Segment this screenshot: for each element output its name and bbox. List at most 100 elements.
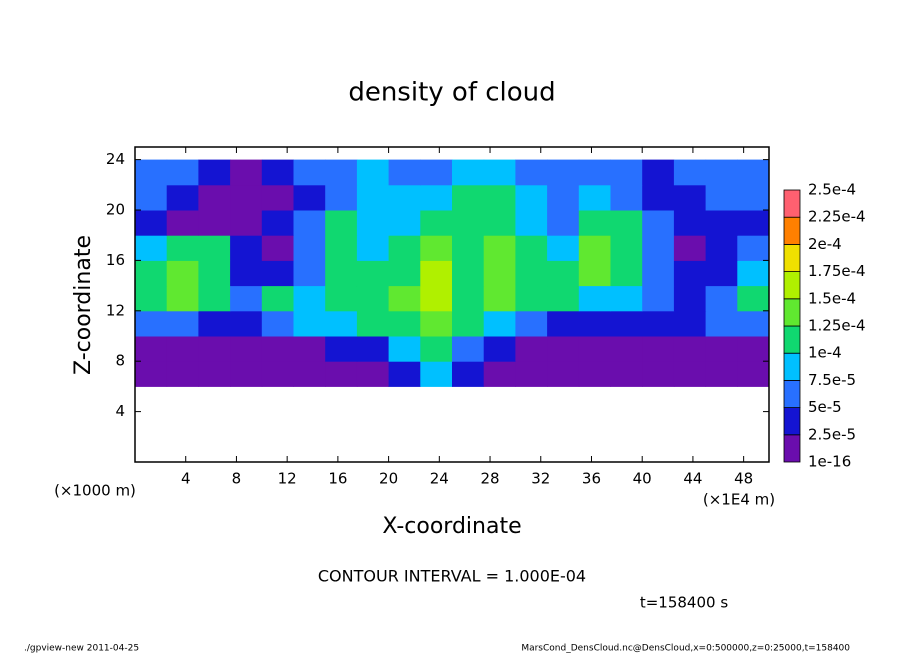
- colorbar-segment: [783, 325, 801, 354]
- heat-cell: [547, 336, 580, 362]
- heat-cell: [198, 336, 231, 362]
- heat-cell: [420, 235, 453, 261]
- heat-cell: [578, 159, 611, 186]
- footer-right: MarsCond_DensCloud.nc@DensCloud,x=0:5000…: [521, 644, 850, 654]
- colorbar-segment: [783, 189, 801, 218]
- plot-frame: [134, 146, 770, 463]
- heat-cell: [642, 184, 675, 211]
- heat-cell: [325, 260, 358, 287]
- heat-cell: [673, 260, 707, 287]
- heat-cell: [610, 336, 643, 362]
- heat-cell: [230, 310, 263, 337]
- heat-cell: [737, 285, 770, 312]
- heat-cell: [198, 310, 231, 337]
- heat-cell: [452, 310, 485, 337]
- colorbar-label: 2e-4: [808, 235, 842, 253]
- heat-cell: [673, 184, 707, 211]
- heat-cell: [483, 285, 516, 312]
- heat-cell: [420, 336, 453, 362]
- heat-cell: [293, 361, 326, 387]
- heat-cell: [293, 260, 326, 287]
- heat-cell: [325, 336, 358, 362]
- heat-cell: [261, 210, 294, 236]
- heat-cell: [642, 361, 675, 387]
- heat-cell: [737, 310, 770, 337]
- heat-cell: [420, 210, 453, 236]
- heat-cell: [135, 260, 168, 287]
- y-tick-label: 8: [115, 352, 125, 370]
- heat-cell: [673, 361, 707, 387]
- heat-cell: [388, 184, 421, 211]
- heat-cell: [420, 159, 453, 186]
- heat-cell: [515, 361, 548, 387]
- heat-cell: [135, 210, 168, 236]
- heat-cell: [705, 336, 738, 362]
- heat-cell: [705, 159, 738, 186]
- heat-cell: [705, 361, 738, 387]
- heat-cell: [293, 310, 326, 337]
- heat-cell: [198, 285, 231, 312]
- heat-cell: [293, 285, 326, 312]
- heat-cell: [610, 235, 643, 261]
- heat-cell: [515, 159, 548, 186]
- x-tick-label: 40: [633, 470, 652, 488]
- colorbar-label: 2.5e-5: [808, 425, 856, 443]
- x-tick-label: 48: [734, 470, 753, 488]
- footer-left: ./gpview-new 2011-04-25: [24, 644, 139, 654]
- time-label: t=158400 s: [640, 594, 728, 612]
- heat-cell: [261, 260, 294, 287]
- heat-cell: [705, 310, 738, 337]
- heat-cell: [483, 235, 516, 261]
- heat-cell: [230, 184, 263, 211]
- x-tick-label: 44: [683, 470, 702, 488]
- colorbar-segment: [783, 379, 801, 408]
- heat-cell: [135, 235, 168, 261]
- heat-cell: [452, 336, 485, 362]
- heat-cell: [547, 310, 580, 337]
- heat-cell: [515, 336, 548, 362]
- heat-cell: [737, 235, 770, 261]
- x-tick-label: 28: [480, 470, 499, 488]
- heat-cell: [705, 184, 738, 211]
- x-tick-label: 20: [379, 470, 398, 488]
- heat-cell: [230, 336, 263, 362]
- heat-cell: [642, 310, 675, 337]
- heat-cell: [515, 184, 548, 211]
- colorbar-segment: [783, 271, 801, 300]
- heat-cell: [135, 285, 168, 312]
- heat-cell: [673, 285, 707, 312]
- heat-cell: [356, 260, 390, 287]
- heat-cell: [515, 210, 548, 236]
- colorbar-label: 2.25e-4: [808, 208, 866, 226]
- heat-cell: [293, 184, 326, 211]
- heat-cell: [198, 184, 231, 211]
- heat-cell: [356, 310, 390, 337]
- colorbar-label: 5e-5: [808, 398, 842, 416]
- heat-cell: [737, 336, 770, 362]
- heat-cell: [642, 159, 675, 186]
- heat-cell: [452, 361, 485, 387]
- heat-cell: [642, 210, 675, 236]
- heat-cell: [388, 310, 421, 337]
- heat-cell: [483, 361, 516, 387]
- heat-cell: [356, 210, 390, 236]
- heat-cell: [325, 361, 358, 387]
- heat-cell: [642, 235, 675, 261]
- heat-cell: [737, 361, 770, 387]
- heat-cell: [135, 159, 168, 186]
- heat-cell: [388, 260, 421, 287]
- heat-cell: [356, 285, 390, 312]
- heat-cell: [420, 285, 453, 312]
- x-unit: (×1E4 m): [703, 491, 775, 509]
- heat-cell: [737, 210, 770, 236]
- heat-cell: [166, 210, 199, 236]
- heat-cell: [261, 336, 294, 362]
- heat-cell: [578, 310, 611, 337]
- colorbar-segment: [783, 298, 801, 327]
- heat-cell: [325, 159, 358, 186]
- heat-cell: [673, 159, 707, 186]
- heat-cell: [293, 336, 326, 362]
- heat-cell: [230, 361, 263, 387]
- heat-cell: [610, 159, 643, 186]
